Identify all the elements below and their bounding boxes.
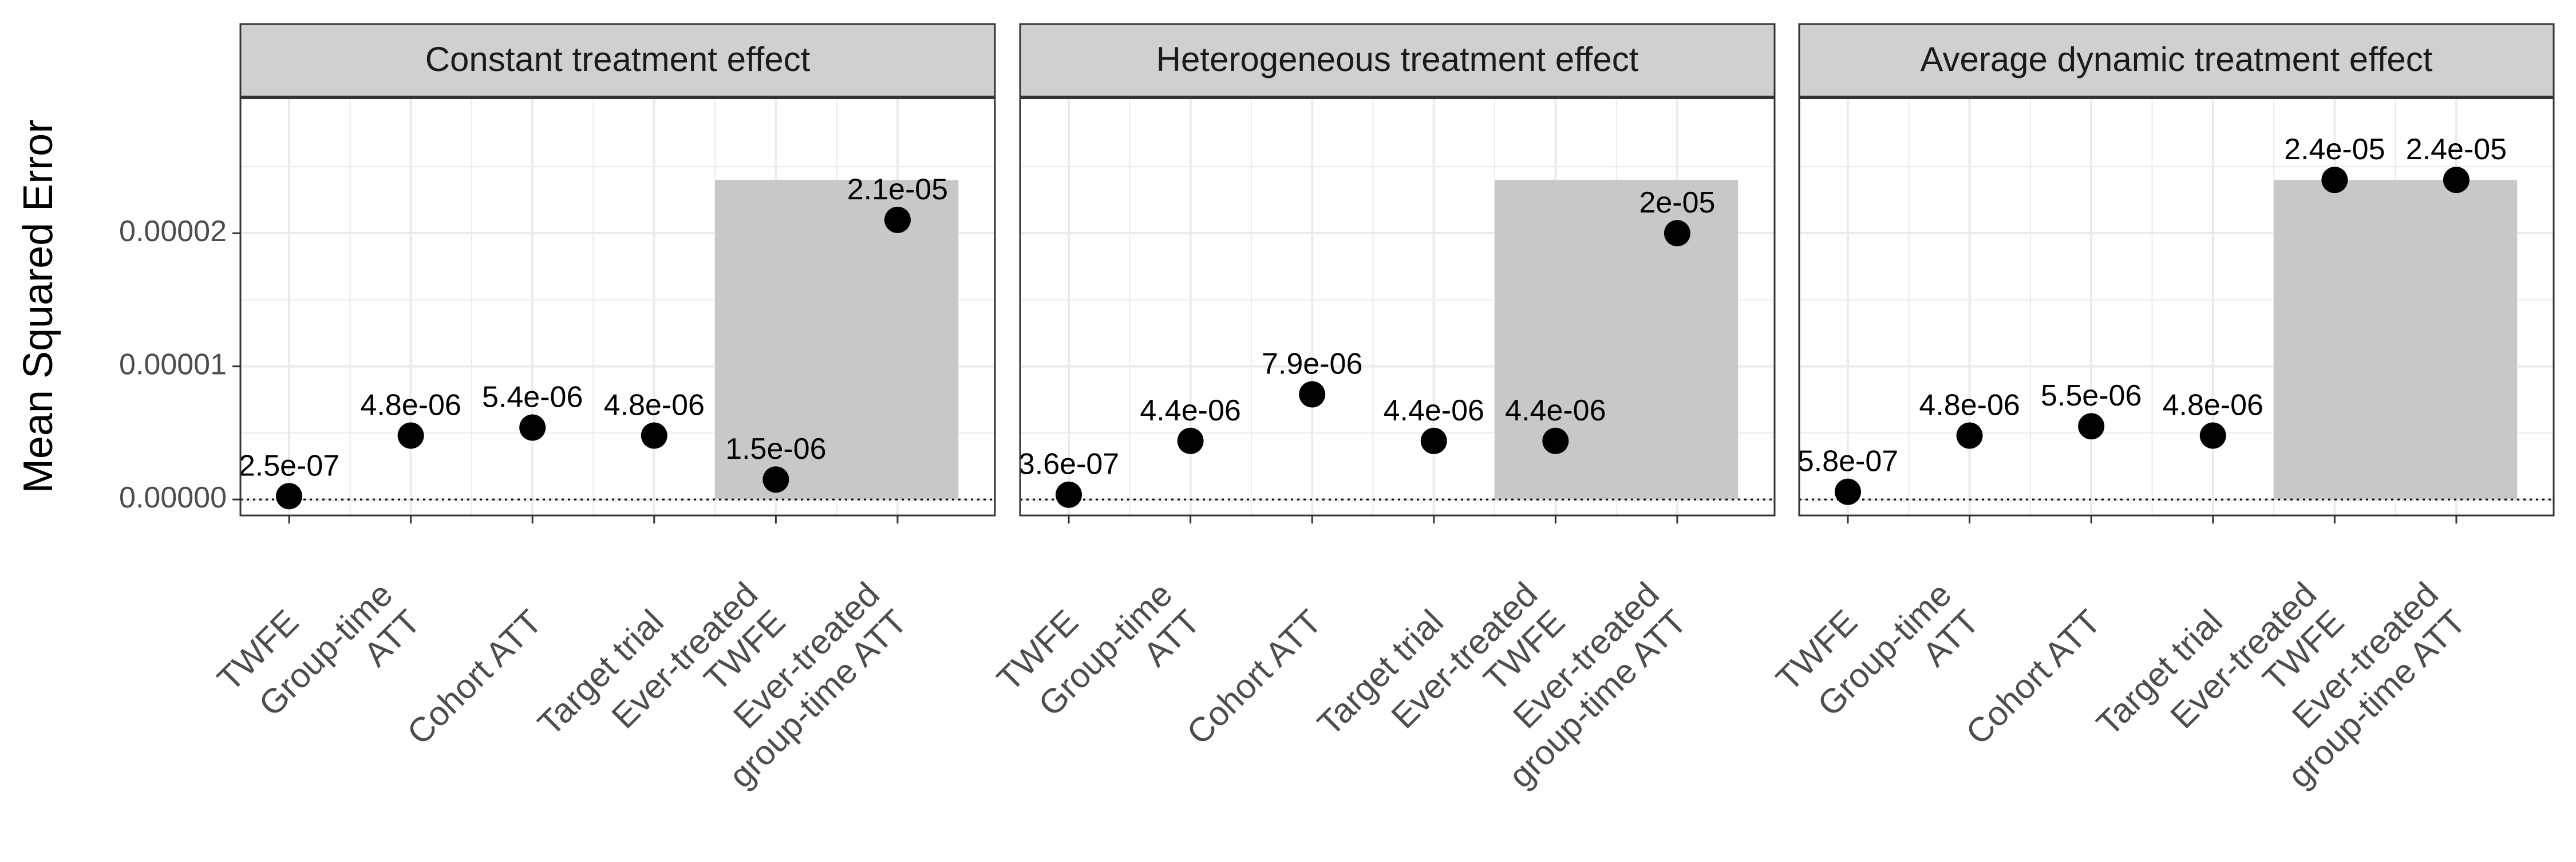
data-point (2078, 413, 2105, 440)
data-point (2321, 167, 2348, 194)
data-point (519, 414, 546, 441)
data-label: 2e-05 (1639, 186, 1715, 219)
facet-strip (1019, 23, 1776, 99)
data-point (641, 422, 667, 449)
facet-title: Constant treatment effect (425, 40, 811, 78)
y-tick-label: 0.00000 (119, 481, 227, 514)
data-label: 2.1e-05 (847, 173, 948, 206)
highlight-region (715, 180, 959, 500)
highlight-region (2274, 180, 2518, 500)
data-label: 4.8e-06 (2163, 389, 2263, 422)
panel-2: 3.6e-07 4.4e-06 7.9e-06 4.4e-06 4.4e-06 2e-05… (990, 23, 1776, 795)
facet-strip (239, 23, 996, 99)
data-label: 5.4e-06 (482, 381, 583, 414)
panel-3: 5.8e-07 4.8e-06 5.5e-06 4.8e-06 2.4e-05 2.4e-… (1769, 23, 2555, 795)
data-label: 2.4e-05 (2406, 133, 2507, 166)
data-point (2199, 422, 2226, 449)
y-axis-title: Mean Squared Error (15, 120, 61, 493)
y-tick-label: 0.00001 (119, 348, 227, 381)
facet-title: Average dynamic treatment effect (1921, 40, 2433, 78)
data-label: 4.4e-06 (1384, 394, 1484, 427)
data-label: 5.8e-07 (1797, 445, 1898, 478)
data-point (1835, 478, 1862, 505)
data-label: 2.4e-05 (2284, 133, 2385, 166)
facet-strip (1798, 23, 2555, 99)
data-point (1420, 427, 1447, 454)
data-label: 4.4e-06 (1140, 394, 1240, 427)
data-point (762, 466, 789, 493)
panel-1: 2.5e-07 4.8e-06 5.4e-06 4.8e-06 1.5e-06 2.1e-… (210, 23, 996, 795)
data-point (397, 422, 424, 449)
data-label: 4.8e-06 (1919, 389, 2020, 422)
data-point (2443, 167, 2470, 194)
data-point (884, 206, 911, 233)
data-label: 7.9e-06 (1262, 347, 1362, 380)
y-tick-label: 0.00002 (119, 215, 227, 248)
data-label: 4.4e-06 (1505, 394, 1606, 427)
chart-content: Mean Squared Error0.000000.000010.000022… (15, 23, 2555, 795)
data-point (1056, 481, 1082, 508)
data-label: 4.8e-06 (360, 389, 461, 422)
data-point (1299, 381, 1326, 408)
data-label: 5.5e-06 (2041, 379, 2142, 412)
highlight-region (1495, 180, 1739, 500)
data-point (1664, 220, 1690, 247)
data-point (276, 483, 303, 510)
data-point (1542, 427, 1569, 454)
data-label: 2.5e-07 (239, 449, 339, 482)
data-label: 3.6e-07 (1018, 448, 1119, 481)
facet-title: Heterogeneous treatment effect (1156, 40, 1639, 78)
data-point (1956, 422, 1983, 449)
data-point (1177, 427, 1204, 454)
data-label: 4.8e-06 (604, 389, 705, 422)
data-label: 1.5e-06 (725, 432, 826, 466)
